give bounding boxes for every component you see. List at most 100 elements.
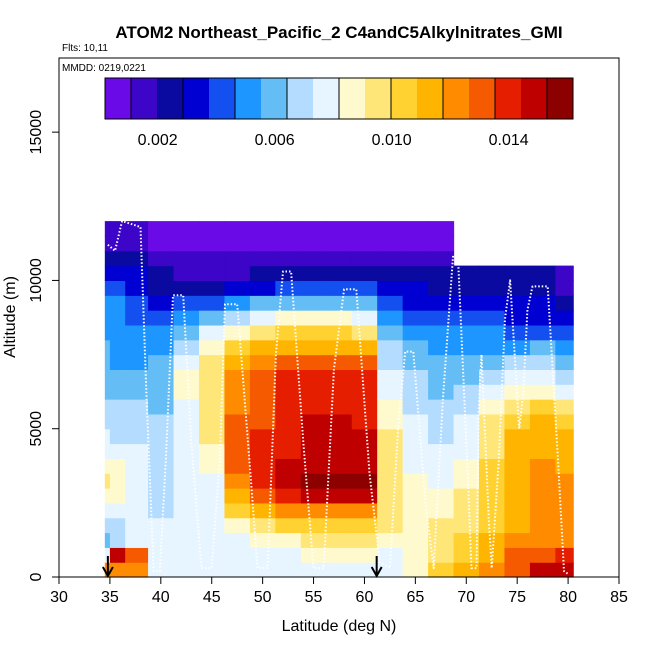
heatmap-cell bbox=[453, 310, 480, 326]
heatmap-cell bbox=[300, 221, 327, 237]
heatmap-cell bbox=[275, 428, 302, 445]
heatmap-cell bbox=[377, 443, 404, 459]
heatmap-cell bbox=[529, 562, 556, 578]
heatmap-cell bbox=[109, 517, 126, 534]
heatmap-cell bbox=[148, 443, 175, 459]
heatmap-cell bbox=[300, 547, 327, 563]
heatmap-cell bbox=[300, 443, 327, 459]
heatmap-cell bbox=[300, 310, 327, 326]
heatmap-cell bbox=[326, 369, 353, 385]
heatmap-cell bbox=[377, 562, 404, 578]
heatmap-cell bbox=[377, 428, 404, 445]
heatmap-cell bbox=[199, 488, 226, 504]
heatmap-cell bbox=[125, 324, 149, 341]
heatmap-cell bbox=[148, 502, 175, 519]
heatmap-cell bbox=[173, 235, 200, 252]
heatmap-cell bbox=[125, 235, 149, 252]
heatmap-cell bbox=[529, 310, 556, 326]
heatmap-cell bbox=[453, 443, 480, 459]
heatmap-cell bbox=[125, 502, 149, 519]
heatmap-cell bbox=[173, 428, 200, 445]
heatmap-cell bbox=[529, 295, 556, 311]
heatmap-cell bbox=[402, 280, 429, 296]
heatmap-cell bbox=[555, 310, 574, 326]
heatmap-cell bbox=[453, 562, 480, 578]
heatmap-cell bbox=[326, 502, 353, 519]
heatmap-cell bbox=[504, 265, 531, 282]
heatmap-cell bbox=[275, 310, 302, 326]
colorbar-swatch bbox=[443, 78, 470, 119]
heatmap-cell bbox=[326, 428, 353, 445]
heatmap-cell bbox=[351, 443, 378, 459]
heatmap-cell bbox=[224, 473, 251, 489]
colorbar-swatch bbox=[313, 78, 340, 119]
heatmap-cell bbox=[377, 354, 404, 370]
heatmap-cell bbox=[453, 324, 480, 341]
heatmap-cell bbox=[104, 547, 111, 563]
heatmap-cell bbox=[224, 235, 251, 252]
heatmap-cell bbox=[377, 488, 404, 504]
y-tick-label: 10000 bbox=[28, 258, 45, 303]
heatmap-cell bbox=[300, 265, 327, 282]
heatmap-cell bbox=[249, 413, 276, 430]
heatmap-cell bbox=[402, 547, 429, 563]
heatmap-cell bbox=[104, 532, 111, 548]
heatmap-cell bbox=[275, 265, 302, 282]
heatmap-cell bbox=[249, 369, 276, 385]
heatmap-cell bbox=[428, 428, 455, 445]
heatmap-cell bbox=[326, 413, 353, 430]
heatmap-cell bbox=[125, 369, 149, 385]
heatmap-cell bbox=[173, 369, 200, 385]
colorbar: 0.002 0.006 0.010 0.014 bbox=[104, 77, 574, 149]
heatmap-cell bbox=[555, 443, 574, 459]
heatmap-cell bbox=[428, 295, 455, 311]
heatmap-cell bbox=[173, 443, 200, 459]
heatmap-cell bbox=[555, 532, 574, 548]
colorbar-swatch bbox=[261, 78, 288, 119]
heatmap-cell bbox=[224, 532, 251, 548]
heatmap-cell bbox=[199, 473, 226, 489]
heatmap-cell bbox=[402, 428, 429, 445]
heatmap-cell bbox=[479, 339, 506, 356]
heatmap-cell bbox=[351, 488, 378, 504]
heatmap-cell bbox=[148, 235, 175, 252]
heatmap-cell bbox=[249, 399, 276, 415]
heatmap-cell bbox=[199, 562, 226, 578]
heatmap-cell bbox=[377, 517, 404, 534]
heatmap-cell bbox=[125, 354, 149, 370]
heatmap-cell bbox=[300, 413, 327, 430]
heatmap-cell bbox=[104, 369, 111, 385]
heatmap-cell bbox=[300, 532, 327, 548]
heatmap-cell bbox=[377, 369, 404, 385]
heatmap-cell bbox=[351, 324, 378, 341]
heatmap-cell bbox=[224, 280, 251, 296]
heatmap-cell bbox=[402, 295, 429, 311]
heatmap-cell bbox=[125, 547, 149, 563]
heatmap-cell bbox=[148, 265, 175, 282]
heatmap-cell bbox=[351, 384, 378, 400]
heatmap-cell bbox=[173, 502, 200, 519]
heatmap-cell bbox=[428, 369, 455, 385]
heatmap-cell bbox=[104, 339, 111, 356]
heatmap-cell bbox=[173, 399, 200, 415]
heatmap-cell bbox=[428, 339, 455, 356]
heatmap-cell bbox=[148, 532, 175, 548]
heatmap-cell bbox=[555, 369, 574, 385]
colorbar-swatch bbox=[521, 78, 548, 119]
heatmap-cell bbox=[428, 221, 455, 237]
heatmap-cell bbox=[224, 502, 251, 519]
heatmap-cell bbox=[300, 295, 327, 311]
heatmap-cell bbox=[224, 384, 251, 400]
colorbar-swatch bbox=[157, 78, 184, 119]
heatmap-cell bbox=[109, 354, 126, 370]
heatmap-cell bbox=[275, 384, 302, 400]
heatmap-cell bbox=[351, 295, 378, 311]
heatmap-cell bbox=[275, 399, 302, 415]
heatmap-cell bbox=[300, 502, 327, 519]
heatmap-cell bbox=[453, 280, 480, 296]
heatmap-cell bbox=[504, 354, 531, 370]
colorbar-tick-label: 0.002 bbox=[138, 132, 178, 149]
heatmap-cell bbox=[224, 547, 251, 563]
heatmap-cell bbox=[479, 280, 506, 296]
heatmap-cell bbox=[173, 295, 200, 311]
